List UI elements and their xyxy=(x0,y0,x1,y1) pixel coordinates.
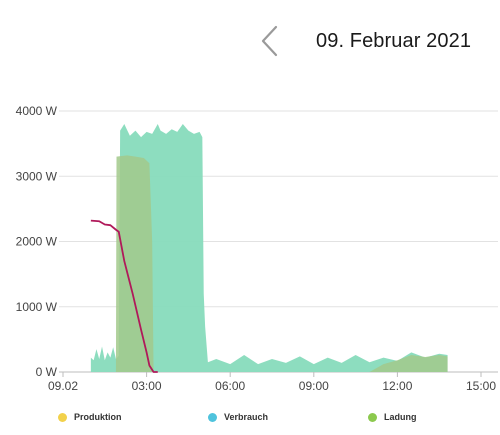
legend-dot-produktion xyxy=(58,412,67,422)
x-axis-ticks: 09.02 03:00 06:00 09:00 12:00 15:00 xyxy=(48,372,496,393)
chevron-left-icon[interactable] xyxy=(258,24,282,58)
verbrauch-area xyxy=(90,124,448,372)
x-tick-label: 03:00 xyxy=(132,379,162,393)
legend: Produktion Verbrauch Ladung xyxy=(0,404,500,434)
chart-areas xyxy=(90,124,448,372)
x-tick-label: 09.02 xyxy=(48,379,78,393)
x-tick-label: 15:00 xyxy=(466,379,496,393)
x-tick-label: 06:00 xyxy=(215,379,245,393)
ladung-area xyxy=(115,155,448,372)
legend-label-ladung: Ladung xyxy=(384,412,417,422)
y-tick-label: 2000 W xyxy=(16,235,58,249)
y-axis-ticks: 0 W 1000 W 2000 W 3000 W 4000 W xyxy=(16,104,58,379)
legend-label-verbrauch: Verbrauch xyxy=(224,412,269,422)
chart-lines xyxy=(90,219,158,373)
y-tick-label: 0 W xyxy=(36,365,58,379)
legend-item-produktion[interactable]: Produktion xyxy=(58,412,122,422)
y-tick-label: 4000 W xyxy=(16,104,58,118)
legend-dot-ladung xyxy=(368,412,377,422)
x-tick-label: 09:00 xyxy=(299,379,329,393)
legend-label-produktion: Produktion xyxy=(74,412,122,422)
ladezustand-line xyxy=(90,219,158,373)
y-tick-label: 1000 W xyxy=(16,300,58,314)
legend-dot-verbrauch xyxy=(208,412,217,422)
date-title: 09. Februar 2021 xyxy=(316,30,472,52)
header: 09. Februar 2021 xyxy=(0,0,500,80)
legend-item-ladung[interactable]: Ladung xyxy=(368,412,417,422)
legend-item-verbrauch[interactable]: Verbrauch xyxy=(208,412,268,422)
x-tick-label: 12:00 xyxy=(382,379,412,393)
y-tick-label: 3000 W xyxy=(16,169,58,183)
